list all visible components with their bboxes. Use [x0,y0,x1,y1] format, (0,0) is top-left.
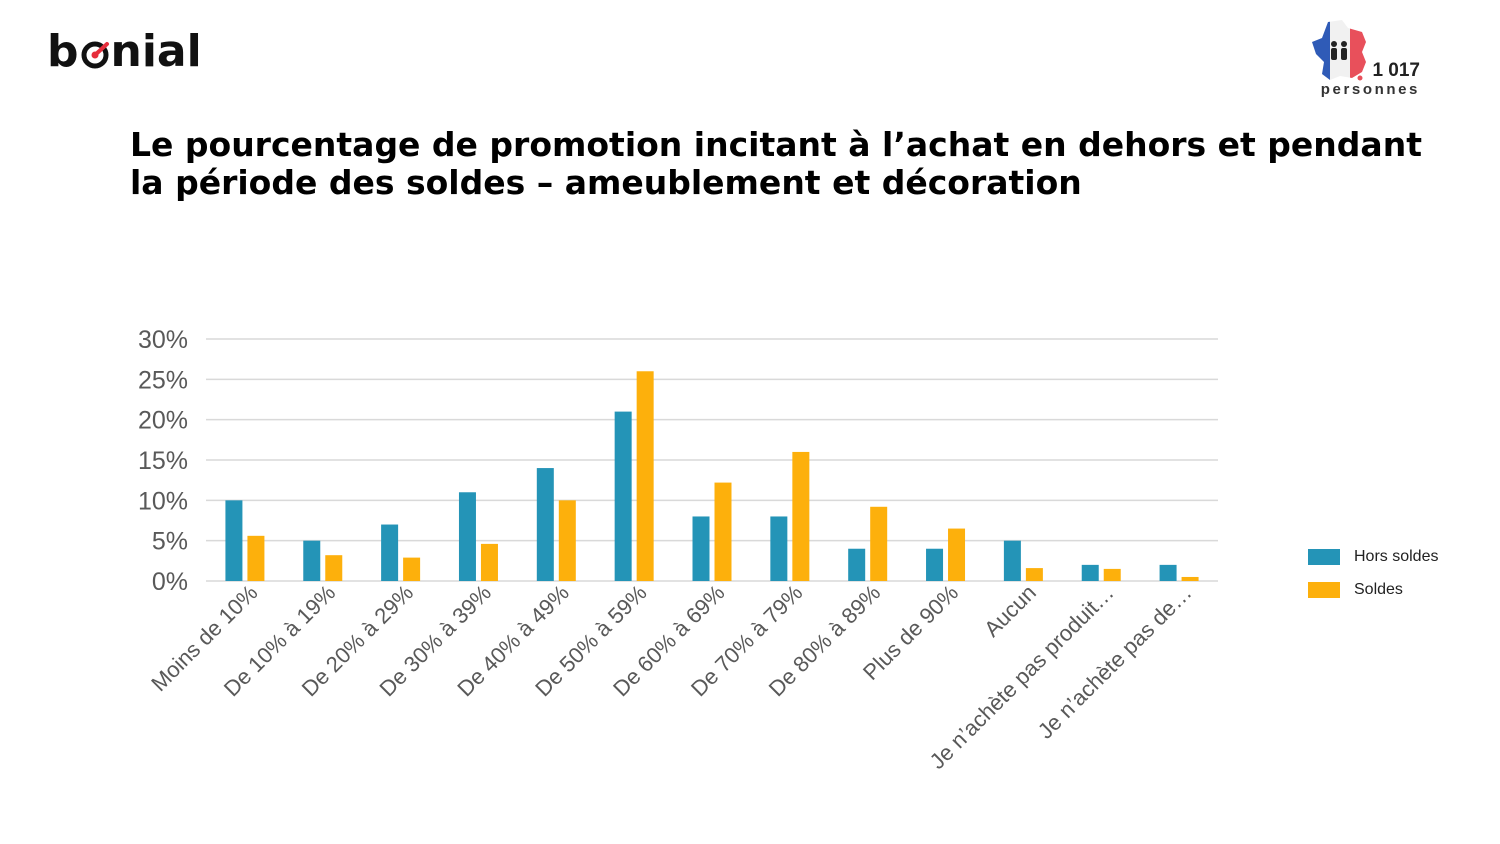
bar-hors-soldes [381,524,399,581]
bar-hors-soldes [303,540,321,581]
bar-soldes [1103,568,1121,581]
bar-hors-soldes [614,411,632,581]
x-tick-label: Aucun [979,580,1041,642]
y-tick-label: 15% [138,447,188,475]
bar-soldes [948,528,966,581]
y-tick-label: 20% [138,407,188,435]
bar-hors-soldes [848,548,866,581]
bar-soldes [636,371,654,581]
x-tick-label: Je n’achète pas de… [1033,580,1197,744]
bar-soldes [247,535,265,581]
y-tick-label: 5% [152,528,188,556]
bar-hors-soldes [1159,564,1177,581]
legend-label-hors-soldes: Hors soldes [1354,547,1439,565]
bar-hors-soldes [1003,540,1021,581]
legend-label-soldes: Soldes [1354,580,1403,598]
bar-hors-soldes [770,516,788,581]
chart-legend: Hors soldes Soldes [1308,540,1438,606]
legend-item-soldes: Soldes [1308,573,1438,606]
bar-soldes [870,506,888,581]
bar-hors-soldes [692,516,710,581]
bar-soldes [403,557,421,581]
legend-swatch-soldes [1308,581,1340,598]
sample-size-badge: 1 017 personnes [1302,14,1422,104]
target-icon [81,41,109,69]
sample-unit: personnes [1320,81,1420,98]
bar-soldes [1025,568,1043,581]
chart-title: Le pourcentage de promotion incitant à l… [130,125,1422,202]
y-tick-label: 10% [138,487,188,515]
y-tick-label: 0% [152,568,188,596]
bar-hors-soldes [926,548,944,581]
bar-hors-soldes [1081,564,1099,581]
legend-swatch-hors-soldes [1308,548,1340,565]
bar-hors-soldes [458,492,476,581]
bar-soldes [1181,576,1199,581]
y-tick-label: 30% [138,326,188,354]
bar-soldes [714,482,732,581]
y-tick-label: 25% [138,366,188,394]
bar-soldes [325,555,343,581]
bonial-logo: b nial [47,30,202,74]
france-map-icon [1312,20,1366,81]
bar-hors-soldes [225,500,243,581]
bar-soldes [480,543,498,581]
bar-soldes [558,500,576,581]
logo-text-end: nial [110,26,202,77]
sample-count: 1 017 [1372,60,1420,81]
bar-hors-soldes [536,468,554,581]
logo-text-start: b [47,26,79,77]
legend-item-hors-soldes: Hors soldes [1308,540,1438,573]
bar-soldes [792,451,810,581]
